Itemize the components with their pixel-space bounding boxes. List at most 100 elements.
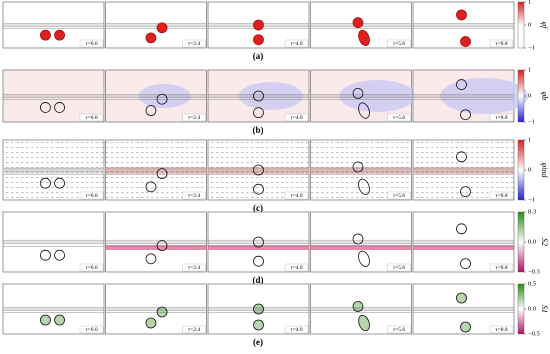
time-box xyxy=(387,325,411,334)
time-label: τ=4.0 xyxy=(290,327,302,333)
panel: τ=8.8 xyxy=(412,69,528,123)
panel: τ=8.8 xyxy=(412,1,515,49)
time-box xyxy=(387,39,411,48)
colorbar-tick-label: 1 xyxy=(528,0,531,5)
time-label: τ=2.4 xyxy=(188,115,200,121)
panel: τ=5.6 xyxy=(310,211,412,273)
time-label: τ=4.0 xyxy=(290,115,302,121)
time-box xyxy=(489,113,514,122)
droplet xyxy=(456,9,467,21)
panel: τ=5.6 xyxy=(310,283,412,335)
colorbar-label: φind xyxy=(540,163,549,179)
droplet xyxy=(456,292,467,304)
droplet xyxy=(253,255,264,267)
droplet xyxy=(40,314,51,326)
colorbar xyxy=(517,1,525,49)
droplet xyxy=(460,258,471,270)
colorbar-tick-label: 1 xyxy=(528,66,531,73)
time-box xyxy=(79,191,104,200)
panel: τ=2.4 xyxy=(105,283,207,335)
time-label: τ=5.6 xyxy=(393,115,405,121)
droplet xyxy=(456,151,467,163)
time-label: τ=4.0 xyxy=(290,265,302,271)
time-label: τ=8.8 xyxy=(495,327,507,333)
colorbar-tick-label: −1 xyxy=(528,44,535,51)
time-box xyxy=(387,191,411,200)
time-box xyxy=(284,263,309,272)
panel: τ=8.8 xyxy=(412,139,515,201)
colorbar-tick-label: −0.3 xyxy=(528,268,540,275)
panel: τ=2.4 xyxy=(105,139,207,201)
droplet xyxy=(156,93,168,105)
droplet xyxy=(54,249,65,261)
droplet xyxy=(54,102,65,113)
panel: τ=0.0 xyxy=(2,139,105,201)
time-label: τ=2.4 xyxy=(188,41,200,47)
time-box xyxy=(387,263,411,272)
time-box xyxy=(79,325,104,334)
time-label: τ=2.4 xyxy=(188,327,200,333)
droplet xyxy=(145,181,157,193)
droplet xyxy=(358,29,370,46)
panel: τ=4.0 xyxy=(207,69,310,123)
colorbar-tick-label: 0 xyxy=(528,92,531,99)
time-label: τ=2.4 xyxy=(188,193,200,199)
droplet xyxy=(352,233,364,245)
colorbar-label: φf xyxy=(540,22,549,30)
colorbar-tick-label: 0.0 xyxy=(528,305,536,312)
time-box xyxy=(284,191,309,200)
time-label: τ=8.8 xyxy=(495,115,507,121)
row-label: (a) xyxy=(253,51,264,61)
droplet xyxy=(253,303,264,315)
droplet xyxy=(253,19,264,31)
row-label: (b) xyxy=(253,125,264,135)
droplet xyxy=(460,186,471,198)
time-label: τ=0.0 xyxy=(85,327,97,333)
droplet xyxy=(54,29,65,41)
colorbar-tick-label: 0.3 xyxy=(528,208,536,215)
droplet xyxy=(156,22,168,34)
droplet xyxy=(145,253,157,265)
panel: τ=8.8 xyxy=(412,283,515,335)
panel: τ=0.0 xyxy=(2,211,105,273)
panel: τ=0.0 xyxy=(2,1,105,49)
colorbar-tick-label: 0.5 xyxy=(528,280,536,287)
droplet xyxy=(54,314,65,326)
droplet xyxy=(253,90,264,102)
colorbar xyxy=(517,139,525,201)
colorbar-tick-label: −1 xyxy=(528,118,535,125)
colorbar xyxy=(517,283,525,335)
time-label: τ=8.8 xyxy=(495,193,507,199)
droplet xyxy=(253,107,264,119)
colorbar-tick-label: −0.5 xyxy=(528,330,540,337)
colorbar-tick-label: 0 xyxy=(528,166,531,173)
droplet xyxy=(40,102,51,113)
panel: τ=0.0 xyxy=(2,69,105,123)
field-band xyxy=(105,245,207,250)
droplet xyxy=(145,317,157,329)
time-label: τ=5.6 xyxy=(393,41,405,47)
droplet xyxy=(156,168,168,180)
droplet xyxy=(145,105,157,116)
droplet xyxy=(352,161,364,173)
droplet xyxy=(456,79,467,90)
time-label: τ=4.0 xyxy=(290,193,302,199)
colorbar-tick-label: −1 xyxy=(528,196,535,203)
field-band xyxy=(208,245,309,250)
time-label: τ=2.4 xyxy=(188,265,200,271)
droplet xyxy=(358,250,370,267)
time-box xyxy=(284,113,309,122)
time-box xyxy=(489,325,514,334)
time-box xyxy=(79,39,104,48)
panel: τ=2.4 xyxy=(105,211,207,273)
droplet xyxy=(156,240,168,252)
time-box xyxy=(489,263,514,272)
droplet xyxy=(253,183,264,195)
time-label: τ=5.6 xyxy=(393,193,405,199)
droplet xyxy=(456,223,467,235)
droplet xyxy=(460,321,471,333)
droplet xyxy=(156,306,168,318)
colorbar-label: φb xyxy=(540,92,549,100)
panel: τ=4.0 xyxy=(207,139,310,201)
